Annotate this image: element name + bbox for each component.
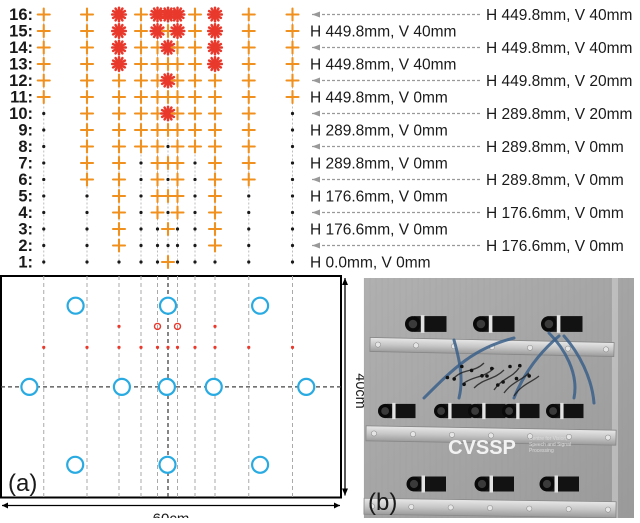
svg-text:H 289.8mm, V 0mm: H 289.8mm, V 0mm <box>310 123 448 140</box>
svg-text:H 289.8mm, V 0mm: H 289.8mm, V 0mm <box>486 172 624 189</box>
svg-text:16:: 16: <box>9 6 33 24</box>
svg-text:H 176.6mm, V 0mm: H 176.6mm, V 0mm <box>310 189 448 206</box>
svg-text:6:: 6: <box>18 171 33 189</box>
svg-text:3:: 3: <box>18 221 33 239</box>
svg-text:7:: 7: <box>18 155 33 173</box>
svg-text:CVSSP: CVSSP <box>448 437 516 459</box>
svg-text:H 449.8mm, V 40mm: H 449.8mm, V 40mm <box>310 57 456 74</box>
svg-text:13:: 13: <box>9 56 33 74</box>
svg-text:1:: 1: <box>18 254 33 272</box>
svg-text:H 449.8mm, V 40mm: H 449.8mm, V 40mm <box>486 40 632 57</box>
svg-text:H 449.8mm, V 40mm: H 449.8mm, V 40mm <box>486 7 632 24</box>
svg-text:Processing: Processing <box>529 448 554 454</box>
svg-text:9:: 9: <box>18 122 33 140</box>
svg-text:H 449.8mm, V 20mm: H 449.8mm, V 20mm <box>486 73 632 90</box>
svg-text:H 176.6mm, V 0mm: H 176.6mm, V 0mm <box>486 238 624 255</box>
svg-text:12:: 12: <box>9 72 33 90</box>
svg-text:15:: 15: <box>9 23 33 41</box>
svg-text:H 176.6mm, V 0mm: H 176.6mm, V 0mm <box>486 205 624 222</box>
svg-text:11:: 11: <box>10 89 33 107</box>
svg-text:5:: 5: <box>18 188 33 206</box>
svg-text:(a): (a) <box>8 470 37 497</box>
svg-text:H 289.8mm, V 0mm: H 289.8mm, V 0mm <box>486 139 624 156</box>
svg-text:H 0.0mm, V 0mm: H 0.0mm, V 0mm <box>310 255 431 272</box>
svg-text:4:: 4: <box>18 204 33 222</box>
svg-text:H 176.6mm, V 0mm: H 176.6mm, V 0mm <box>310 222 448 239</box>
svg-text:H 289.8mm, V 0mm: H 289.8mm, V 0mm <box>310 156 448 173</box>
svg-text:H 449.8mm, V 40mm: H 449.8mm, V 40mm <box>310 24 456 41</box>
svg-text:H 449.8mm, V 0mm: H 449.8mm, V 0mm <box>310 90 448 107</box>
svg-text:H 289.8mm, V 20mm: H 289.8mm, V 20mm <box>486 106 632 123</box>
svg-text:(b): (b) <box>368 489 397 516</box>
svg-text:8:: 8: <box>18 138 33 156</box>
svg-text:2:: 2: <box>18 237 33 255</box>
svg-text:60cm: 60cm <box>153 511 190 519</box>
svg-text:10:: 10: <box>9 105 33 123</box>
svg-text:14:: 14: <box>9 39 33 57</box>
